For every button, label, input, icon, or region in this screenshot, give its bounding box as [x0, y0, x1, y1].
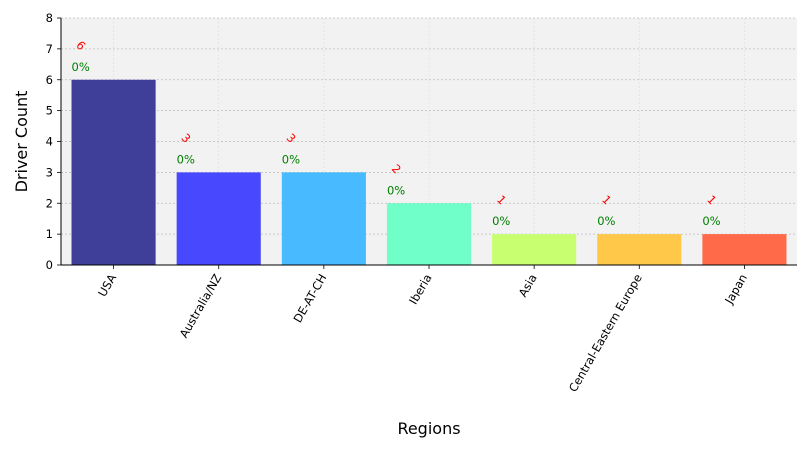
- bars: [71, 79, 787, 265]
- bar-central-eastern-europe: [597, 234, 682, 265]
- percent-label: 0%: [387, 183, 405, 197]
- x-tick-label: Central-Eastern Europe: [566, 272, 645, 395]
- bar-japan: [702, 234, 787, 265]
- percent-label: 0%: [72, 60, 90, 74]
- percent-label: 0%: [702, 214, 720, 228]
- x-axis-title: Regions: [397, 419, 460, 438]
- x-tick-label: Japan: [721, 272, 750, 308]
- y-tick-label: 5: [46, 104, 53, 118]
- y-tick-label: 6: [46, 73, 53, 87]
- y-axis-title: Driver Count: [12, 91, 31, 193]
- x-tick-label: DE-AT-CH: [290, 272, 329, 326]
- x-tick-label: USA: [95, 271, 119, 299]
- y-tick-label: 8: [46, 11, 53, 25]
- y-tick-label: 0: [46, 258, 53, 272]
- y-tick-label: 4: [46, 135, 53, 149]
- percent-label: 0%: [597, 214, 615, 228]
- x-tick-label: Iberia: [406, 272, 434, 307]
- y-tick-label: 7: [46, 42, 53, 56]
- y-tick-label: 1: [46, 227, 53, 241]
- bar-iberia: [386, 203, 472, 265]
- bar-australia-nz: [176, 172, 261, 265]
- x-tick-label: Asia: [516, 272, 540, 300]
- bar-asia: [492, 234, 577, 265]
- bar-usa: [71, 79, 156, 265]
- bar-de-at-ch: [281, 172, 366, 265]
- x-tick-label: Australia/NZ: [177, 271, 225, 340]
- y-tick-label: 3: [46, 165, 53, 179]
- percent-label: 0%: [282, 152, 300, 166]
- percent-label: 0%: [492, 214, 510, 228]
- percent-label: 0%: [177, 152, 195, 166]
- y-tick-label: 2: [46, 196, 53, 210]
